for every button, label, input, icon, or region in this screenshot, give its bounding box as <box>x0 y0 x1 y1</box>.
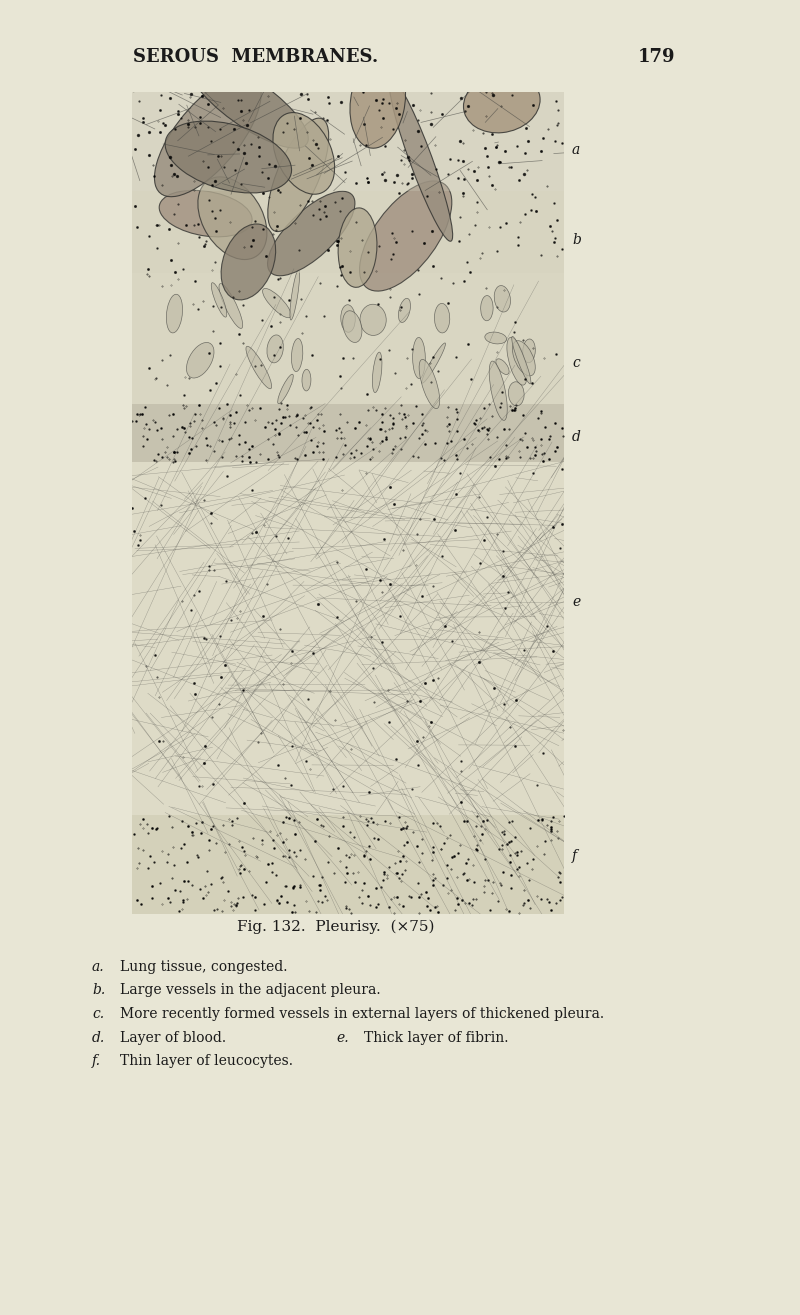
Ellipse shape <box>419 359 440 409</box>
Ellipse shape <box>513 341 535 376</box>
Ellipse shape <box>398 299 410 322</box>
Ellipse shape <box>434 304 450 333</box>
Ellipse shape <box>302 370 311 391</box>
FancyBboxPatch shape <box>132 462 564 815</box>
Ellipse shape <box>221 224 276 300</box>
Ellipse shape <box>422 343 446 383</box>
Ellipse shape <box>496 359 509 375</box>
Ellipse shape <box>186 342 214 377</box>
Ellipse shape <box>359 181 452 291</box>
FancyBboxPatch shape <box>132 405 564 462</box>
Ellipse shape <box>273 113 334 195</box>
Ellipse shape <box>485 333 506 345</box>
Ellipse shape <box>360 304 386 335</box>
Ellipse shape <box>463 74 540 133</box>
Ellipse shape <box>341 305 355 333</box>
Ellipse shape <box>508 381 524 406</box>
Ellipse shape <box>338 208 377 288</box>
Text: More recently formed vessels in external layers of thickened pleura.: More recently formed vessels in external… <box>120 1007 604 1020</box>
Text: 179: 179 <box>638 47 674 66</box>
Ellipse shape <box>342 310 362 342</box>
Text: Large vessels in the adjacent pleura.: Large vessels in the adjacent pleura. <box>120 984 381 997</box>
Ellipse shape <box>189 58 308 149</box>
Text: f.: f. <box>92 1055 101 1068</box>
Ellipse shape <box>262 288 291 318</box>
Ellipse shape <box>390 79 453 241</box>
Ellipse shape <box>512 337 531 384</box>
Ellipse shape <box>166 295 182 333</box>
Text: d: d <box>572 430 581 444</box>
Text: Thin layer of leucocytes.: Thin layer of leucocytes. <box>120 1055 293 1068</box>
Ellipse shape <box>522 339 535 363</box>
Ellipse shape <box>413 338 426 379</box>
Text: a.: a. <box>92 960 105 973</box>
Text: e.: e. <box>336 1031 349 1044</box>
Text: Fig. 132.  Pleurisy.  (×75): Fig. 132. Pleurisy. (×75) <box>238 920 434 934</box>
FancyBboxPatch shape <box>132 92 564 191</box>
FancyBboxPatch shape <box>132 274 564 405</box>
Text: a: a <box>572 142 580 156</box>
Ellipse shape <box>494 285 510 312</box>
Text: e: e <box>572 594 580 609</box>
FancyBboxPatch shape <box>132 191 564 274</box>
Ellipse shape <box>165 121 291 193</box>
Ellipse shape <box>267 191 355 276</box>
Ellipse shape <box>211 283 226 317</box>
Text: b.: b. <box>92 984 106 997</box>
Ellipse shape <box>267 335 283 363</box>
Ellipse shape <box>154 75 261 197</box>
Ellipse shape <box>350 55 406 149</box>
Ellipse shape <box>291 338 302 372</box>
Ellipse shape <box>373 352 382 393</box>
Ellipse shape <box>268 118 329 231</box>
Ellipse shape <box>481 296 493 321</box>
Ellipse shape <box>490 362 507 421</box>
Ellipse shape <box>246 346 272 389</box>
Text: d.: d. <box>92 1031 106 1044</box>
Ellipse shape <box>219 284 242 329</box>
Ellipse shape <box>278 375 294 404</box>
Ellipse shape <box>198 176 267 259</box>
Ellipse shape <box>159 191 252 237</box>
Text: Lung tissue, congested.: Lung tissue, congested. <box>120 960 287 973</box>
Ellipse shape <box>507 338 527 385</box>
Ellipse shape <box>290 270 299 320</box>
Text: c: c <box>572 356 580 371</box>
Text: Layer of blood.: Layer of blood. <box>120 1031 226 1044</box>
Text: SEROUS  MEMBRANES.: SEROUS MEMBRANES. <box>134 47 378 66</box>
Text: c.: c. <box>92 1007 104 1020</box>
FancyBboxPatch shape <box>132 815 564 914</box>
Text: Thick layer of fibrin.: Thick layer of fibrin. <box>364 1031 509 1044</box>
Text: f: f <box>572 849 577 864</box>
Text: b: b <box>572 233 581 247</box>
